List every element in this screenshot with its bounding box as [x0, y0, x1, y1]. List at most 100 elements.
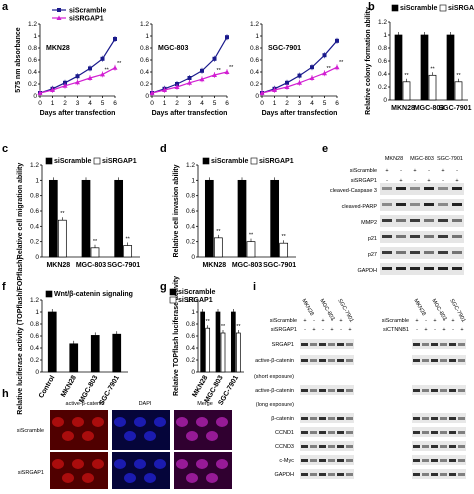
y-tick-label: 0.4: [186, 223, 195, 230]
panel-letter-h: h: [2, 388, 9, 400]
data-point: [50, 87, 55, 92]
blot-band: [319, 359, 326, 362]
blot-strip: [412, 339, 466, 349]
data-point: [37, 90, 43, 95]
micro-col-label: Merge: [197, 401, 213, 407]
y-tick-label: 1.2: [30, 297, 39, 304]
blot-strip: [300, 355, 354, 365]
blot-band: [452, 219, 462, 222]
y-tick-label: 0.4: [378, 71, 387, 78]
blot-band: [328, 343, 335, 346]
category-label: SGC-7901: [107, 262, 140, 269]
blot-band: [410, 251, 420, 254]
legend-label: siSRGAP1: [448, 5, 474, 12]
chart-subtitle: MGC-803: [158, 45, 188, 52]
y-tick-label: 1.2: [250, 21, 259, 28]
category-label: MGC-803: [414, 105, 444, 112]
blot-band: [438, 251, 448, 254]
blot-band: [413, 445, 420, 448]
y-tick-label: 1.2: [186, 297, 195, 304]
blot-row-label: siScramble: [270, 318, 297, 324]
micro-cell: [176, 417, 188, 427]
blot-band: [458, 473, 465, 476]
blot-cell-label: MKN28: [412, 298, 426, 317]
blot-row-label: siScramble: [350, 168, 377, 174]
blot-band: [396, 219, 406, 222]
significance-mark: **: [221, 324, 226, 330]
data-point: [149, 90, 155, 95]
blot-band: [440, 417, 447, 420]
blot-sign: +: [321, 318, 324, 324]
bar-1-0: [205, 327, 211, 373]
blot-band: [396, 267, 406, 270]
blot-band: [328, 417, 335, 420]
blot-band: [422, 459, 429, 462]
blot-sign: +: [385, 168, 388, 174]
blot-sign: -: [428, 168, 430, 174]
blot-band: [337, 417, 344, 420]
micro-cell: [124, 473, 136, 483]
blot-strip: [300, 427, 354, 437]
panel-letter-i: i: [253, 281, 256, 293]
blot-band-label: p27: [368, 252, 377, 258]
micro-col-label: active-β-catenin: [66, 401, 105, 407]
blot-band: [424, 251, 434, 254]
x-tick-label: 6: [113, 100, 117, 107]
legend-label: siSRGAP1: [69, 16, 104, 23]
blot-strip: [412, 385, 466, 395]
blot-band: [458, 445, 465, 448]
y-axis-title: Relative cell invasion ability: [173, 164, 180, 257]
blot-band: [413, 343, 420, 346]
y-tick-label: 0.8: [140, 45, 149, 52]
bar-1-0: [213, 237, 223, 258]
blot-band: [319, 473, 326, 476]
x-tick-label: 4: [200, 100, 204, 107]
significance-mark: **: [216, 229, 221, 235]
data-point: [112, 65, 118, 70]
blot-strip: [380, 215, 464, 227]
data-point: [87, 75, 93, 80]
blot-sign: +: [348, 327, 351, 333]
bar-1-1: [246, 241, 256, 258]
blot-band: [413, 431, 420, 434]
bar-1-0: [57, 219, 67, 258]
blot-band: [431, 445, 438, 448]
bar-0-2: [114, 179, 124, 258]
y-tick-label: 0.6: [30, 208, 39, 215]
micro-cell: [144, 431, 156, 441]
x-tick-label: 2: [63, 100, 67, 107]
legend-swatch-1: [93, 157, 101, 165]
blot-band: [382, 219, 392, 222]
blot-band: [440, 473, 447, 476]
micro-cell: [52, 459, 64, 469]
chart-subtitle: SGC-7901: [268, 45, 301, 52]
blot-band: [301, 473, 308, 476]
y-tick-label: 0.2: [250, 81, 259, 88]
blot-band: [422, 431, 429, 434]
x-tick-label: 2: [175, 100, 179, 107]
legend-label: siScramble: [54, 158, 91, 165]
y-tick-label: 0.6: [186, 333, 195, 340]
data-point: [113, 37, 117, 41]
bar-0-1: [237, 179, 247, 258]
blot-band: [449, 389, 456, 392]
legend-marker: [57, 8, 61, 12]
y-tick-label: 0.8: [186, 321, 195, 328]
blot-sign: +: [460, 327, 463, 333]
bar-0-3: [112, 333, 122, 373]
data-point: [310, 65, 314, 70]
blot-band: [431, 359, 438, 362]
y-tick-label: 0: [383, 97, 387, 104]
x-tick-label: 6: [335, 100, 339, 107]
x-tick-label: 1: [163, 100, 167, 107]
significance-mark: **: [282, 234, 287, 240]
y-axis-title: Relative colony formation ability: [365, 7, 372, 115]
blot-band-label: p21: [368, 236, 377, 242]
y-tick-label: 0.2: [30, 357, 39, 364]
blot-band: [440, 359, 447, 362]
x-tick-label: 3: [76, 100, 80, 107]
bar-0-0: [394, 34, 403, 101]
blot-band: [301, 459, 308, 462]
blot-band: [452, 267, 462, 270]
blot-band-label: (long exposure): [256, 402, 294, 408]
